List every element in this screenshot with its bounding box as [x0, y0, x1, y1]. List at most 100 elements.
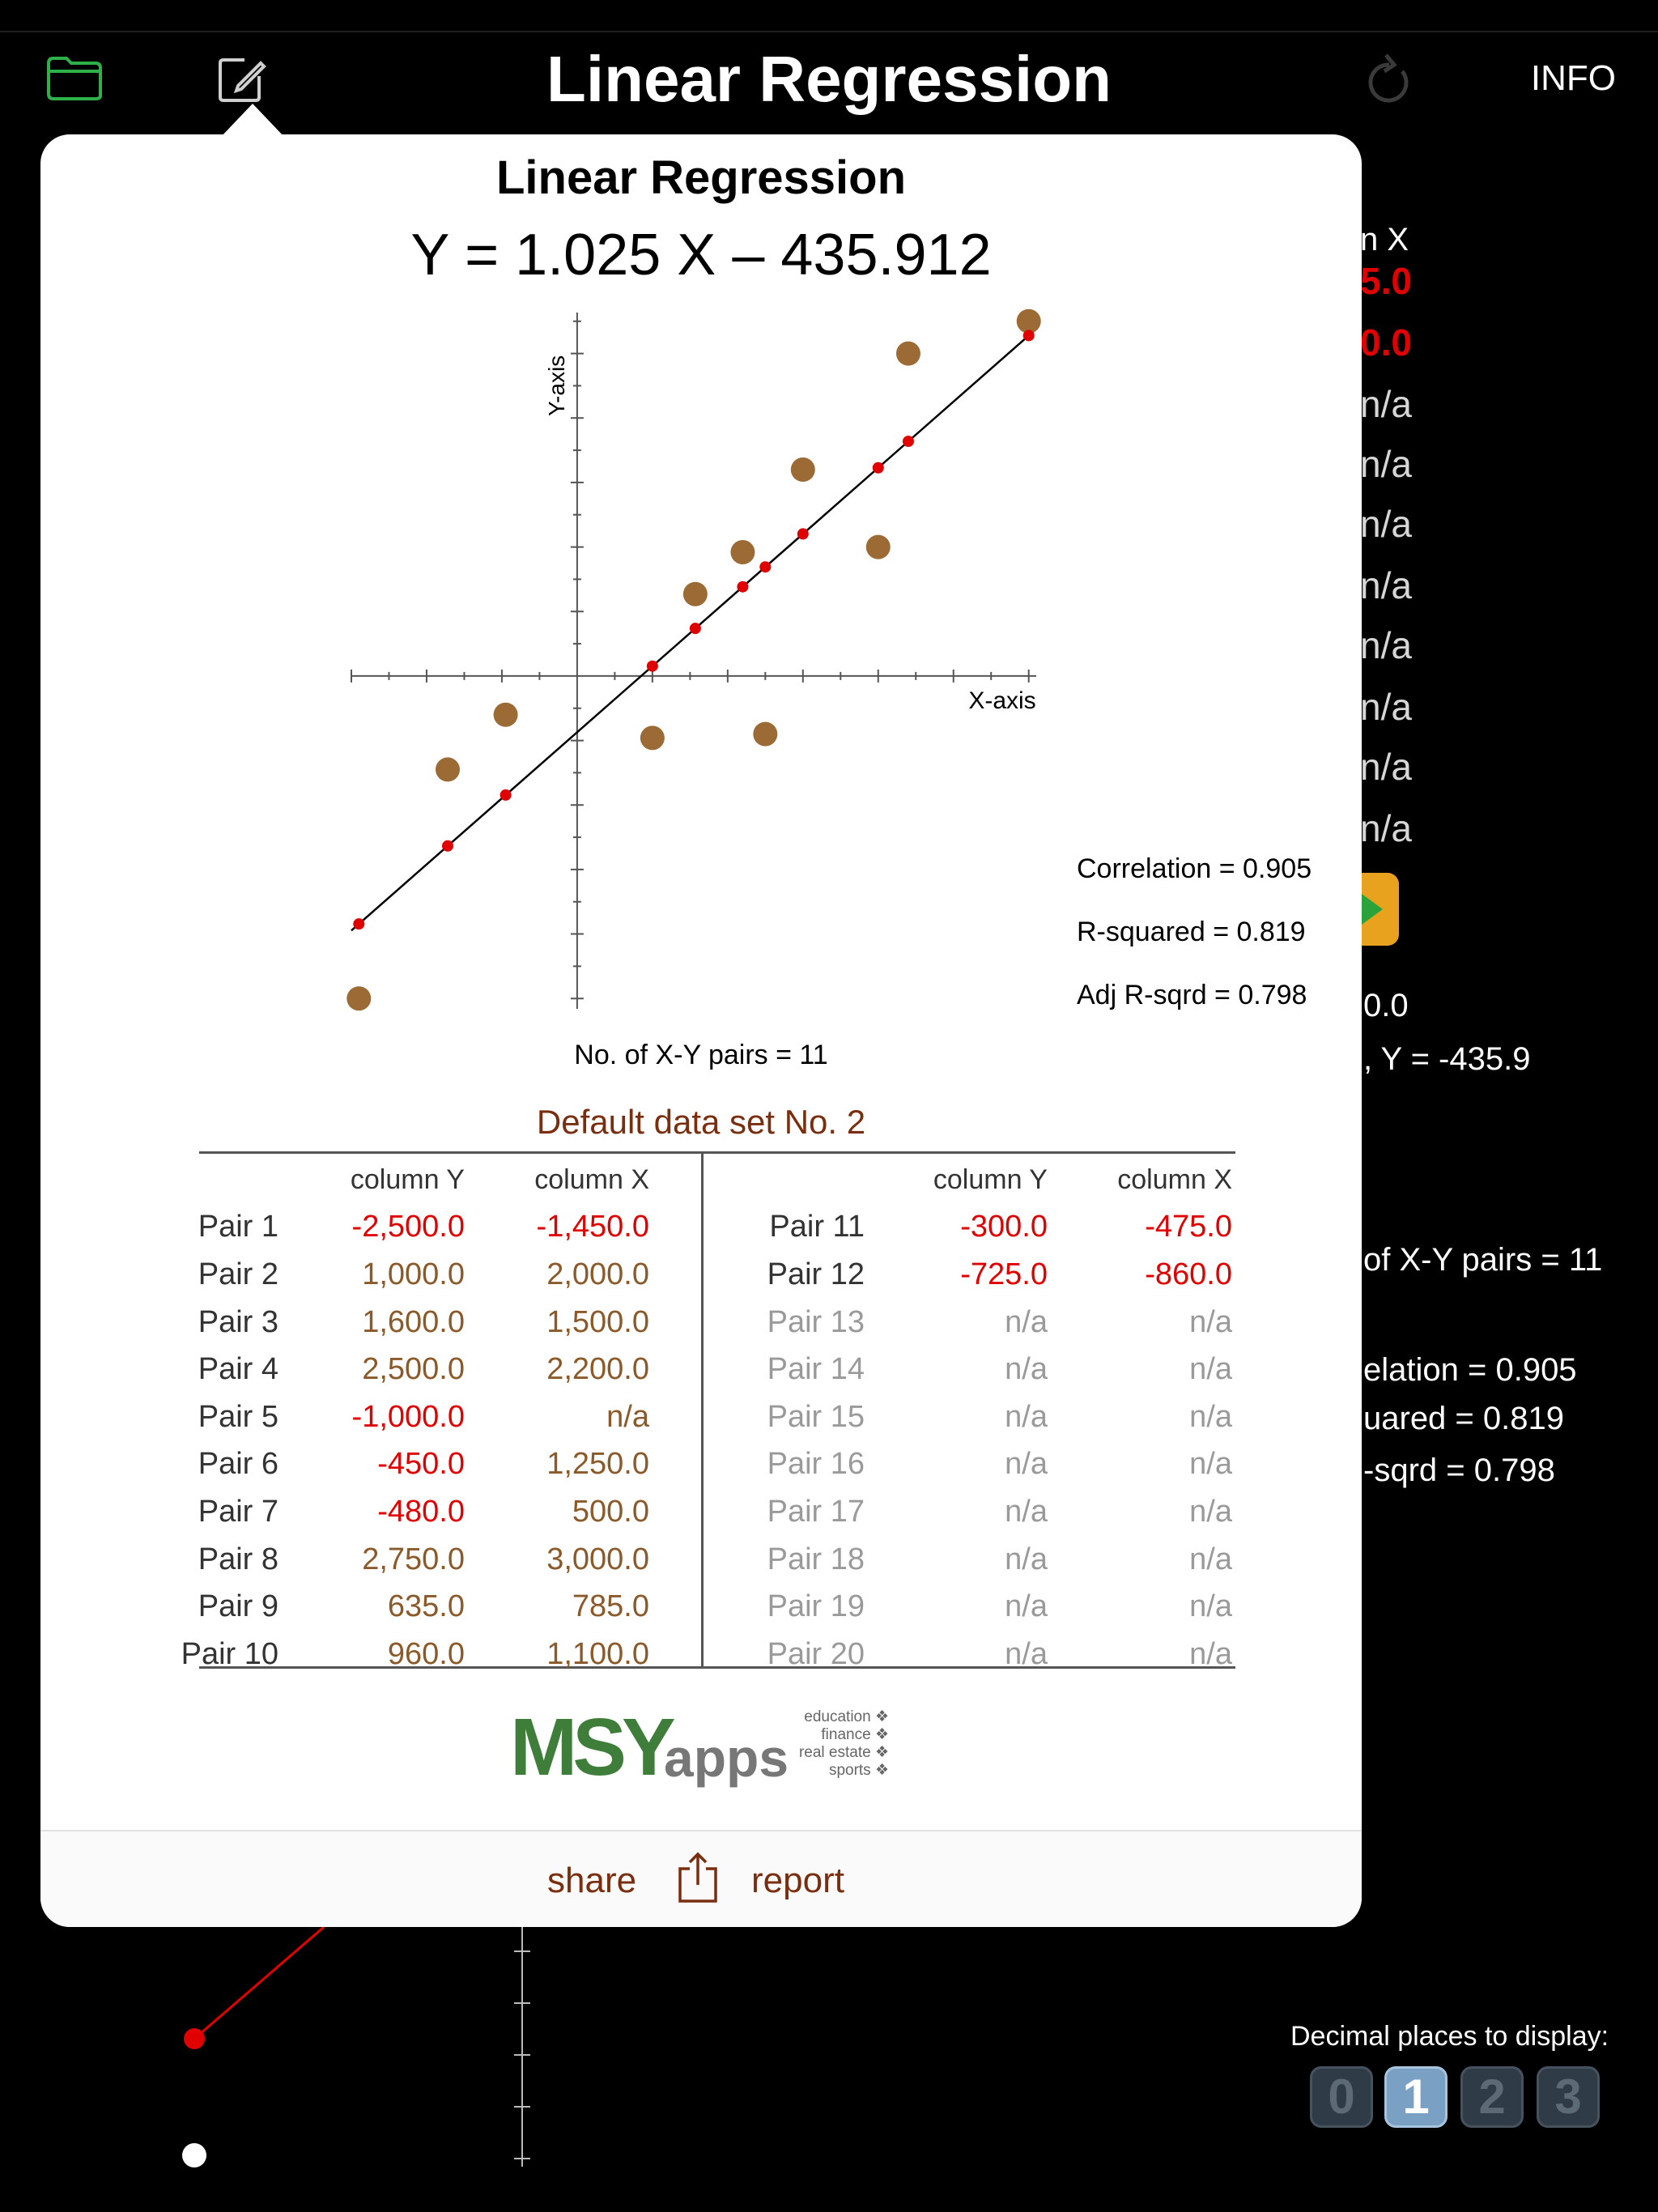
popover-footer [40, 1830, 1362, 1927]
table-row: Pair 5 -1,000.0 n/a [175, 1393, 649, 1441]
popover-title: Linear Regression [495, 151, 907, 204]
column-y-value[interactable]: 960.0 [387, 1636, 465, 1671]
column-y-value[interactable]: n/a [1005, 1589, 1048, 1624]
svg-text:education ❖: education ❖ [804, 1708, 889, 1725]
logo-brand-sub: apps [664, 1728, 789, 1788]
table-row: Pair 20 n/a n/a [742, 1631, 1232, 1678]
column-x-value[interactable]: 1,250.0 [546, 1447, 649, 1482]
column-y-value[interactable]: -480.0 [377, 1494, 465, 1529]
edit-icon[interactable] [217, 53, 269, 104]
column-y-value[interactable]: 1,000.0 [362, 1257, 465, 1291]
pair-label: Pair 8 [198, 1542, 278, 1576]
table-row: Pair 12 -725.0 -860.0 [742, 1251, 1232, 1299]
column-y-value[interactable]: -2,500.0 [351, 1210, 465, 1244]
column-x-value[interactable]: 1,100.0 [546, 1636, 649, 1671]
column-x-value[interactable]: -475.0 [1145, 1210, 1232, 1244]
table-row: Pair 1 -2,500.0 -1,450.0 [175, 1204, 649, 1252]
refresh-icon[interactable] [1365, 50, 1414, 104]
pair-label: Pair 9 [198, 1589, 278, 1624]
column-y-value[interactable]: -725.0 [960, 1257, 1048, 1291]
column-y-value[interactable]: 635.0 [387, 1589, 465, 1624]
report-button[interactable]: report [751, 1861, 844, 1900]
column-y-value[interactable]: 2,750.0 [362, 1542, 465, 1576]
fitted-point [1022, 330, 1035, 342]
bg-value: 5.0 [1360, 260, 1412, 302]
table-row: Pair 13 n/a n/a [742, 1299, 1232, 1346]
table-row: Pair 8 2,750.0 3,000.0 [175, 1536, 649, 1584]
pair-label: Pair 5 [198, 1399, 278, 1434]
column-y-value[interactable]: -300.0 [960, 1210, 1048, 1244]
bg-intercept: 0.0 [1363, 988, 1409, 1023]
column-x-value[interactable]: 3,000.0 [546, 1542, 649, 1576]
pair-label: Pair 2 [198, 1257, 278, 1291]
data-point [790, 457, 815, 482]
pair-label: Pair 11 [769, 1210, 865, 1244]
bg-value: 0.0 [1360, 321, 1412, 364]
data-point [865, 534, 891, 559]
decimal-option-2[interactable]: 2 [1460, 2066, 1524, 2128]
column-x-value[interactable]: n/a [606, 1399, 649, 1434]
table-row: Pair 10 960.0 1,100.0 [175, 1631, 649, 1678]
info-button[interactable]: INFO [1530, 58, 1616, 98]
pair-label: Pair 1 [198, 1210, 278, 1244]
column-y-value[interactable]: n/a [1005, 1352, 1048, 1387]
column-y-value[interactable]: n/a [1005, 1399, 1048, 1434]
column-x-value[interactable]: -1,450.0 [536, 1210, 649, 1244]
fitted-point [353, 918, 365, 930]
pair-label: Pair 6 [198, 1447, 278, 1482]
decimal-option-0[interactable]: 0 [1310, 2066, 1373, 2128]
column-x-value[interactable]: n/a [1189, 1447, 1232, 1482]
share-icon[interactable] [675, 1849, 721, 1906]
folder-icon[interactable] [45, 53, 104, 102]
results-popover: Linear Regression Y = 1.025 X – 435.912 … [40, 134, 1362, 1927]
pair-label: Pair 14 [767, 1352, 865, 1387]
share-button[interactable]: share [547, 1861, 637, 1900]
column-y-value[interactable]: n/a [1005, 1494, 1048, 1529]
bg-value: n/a [1360, 807, 1412, 849]
dataset-name: Default data set No. 2 [536, 1103, 866, 1141]
pair-label: Pair 18 [767, 1542, 865, 1576]
column-y-value[interactable]: -1,000.0 [351, 1399, 465, 1434]
column-y-value[interactable]: n/a [1005, 1542, 1048, 1576]
column-x-value[interactable]: 2,000.0 [546, 1257, 649, 1291]
column-x-value[interactable]: n/a [1189, 1589, 1232, 1624]
column-x-value[interactable]: n/a [1189, 1352, 1232, 1387]
column-x-value[interactable]: -860.0 [1145, 1257, 1232, 1291]
column-y-value[interactable]: 2,500.0 [362, 1352, 465, 1387]
table-row: Pair 19 n/a n/a [742, 1583, 1232, 1631]
column-y-value[interactable]: n/a [1005, 1447, 1048, 1482]
column-y-value[interactable]: n/a [1005, 1304, 1048, 1339]
column-y-value[interactable]: 1,600.0 [362, 1304, 465, 1339]
chart-axes [351, 313, 1036, 1009]
data-point [730, 539, 755, 564]
logo-brand-main: MSY [510, 1702, 675, 1793]
svg-text:real estate ❖: real estate ❖ [799, 1744, 889, 1761]
fitted-point [759, 561, 772, 573]
fitted-point [689, 623, 701, 635]
decimal-option-1[interactable]: 1 [1384, 2066, 1448, 2128]
bg-correlation: elation = 0.905 [1363, 1352, 1577, 1388]
pair-label: Pair 19 [767, 1589, 865, 1624]
decimal-option-3[interactable]: 3 [1537, 2066, 1600, 2128]
bg-pairs: of X-Y pairs = 11 [1363, 1242, 1603, 1278]
column-x-value[interactable]: n/a [1189, 1494, 1232, 1529]
column-x-value[interactable]: 500.0 [572, 1494, 649, 1529]
column-x-value[interactable]: 2,200.0 [546, 1352, 649, 1387]
column-x-value[interactable]: n/a [1189, 1636, 1232, 1671]
bg-value: n/a [1360, 383, 1412, 425]
column-y-value[interactable]: -450.0 [377, 1447, 465, 1482]
fitted-point [872, 462, 884, 474]
column-x-value[interactable]: n/a [1189, 1542, 1232, 1576]
bg-chart-fragment [182, 1927, 530, 2167]
data-point [435, 757, 460, 782]
column-x-value[interactable]: 1,500.0 [546, 1304, 649, 1339]
table-top-rule [199, 1151, 1235, 1154]
column-x-value[interactable]: n/a [1189, 1304, 1232, 1339]
column-y-value[interactable]: n/a [1005, 1636, 1048, 1671]
column-x-value[interactable]: n/a [1189, 1399, 1232, 1434]
column-x-value[interactable]: 785.0 [572, 1589, 649, 1624]
regression-equation: Y = 1.025 X – 435.912 [410, 223, 992, 287]
rsquared-stat: R-squared = 0.819 [1077, 917, 1306, 947]
table-bottom-rule [199, 1666, 1235, 1669]
fitted-point [500, 789, 512, 801]
